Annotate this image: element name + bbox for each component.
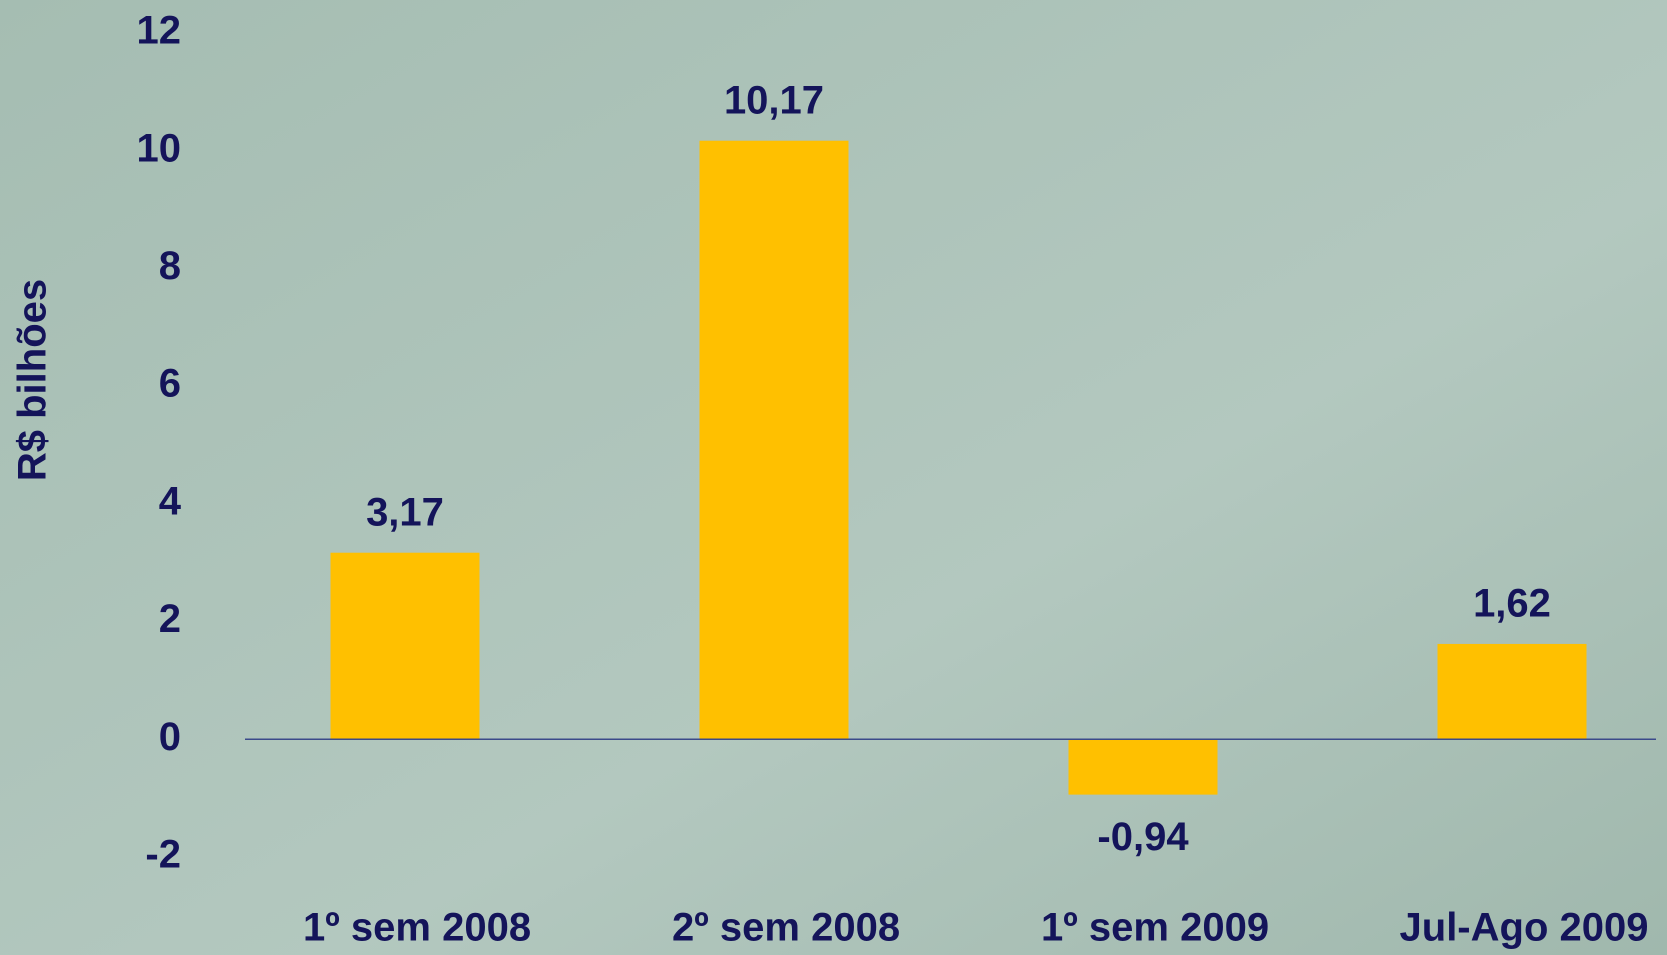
- value-label: 3,17: [366, 490, 444, 534]
- y-tick-label: 4: [159, 479, 182, 523]
- value-label: 1,62: [1473, 581, 1551, 625]
- y-axis-label: R$ bilhões: [11, 279, 55, 481]
- bar: [1069, 739, 1218, 794]
- y-tick-label: 0: [159, 715, 181, 759]
- x-tick-label: 1º sem 2008: [303, 906, 531, 950]
- bar: [1438, 644, 1587, 739]
- bar: [331, 553, 480, 740]
- y-tick-label: 8: [159, 244, 181, 288]
- x-tick-label: Jul-Ago 2009: [1400, 906, 1649, 950]
- y-tick-label: -2: [145, 833, 181, 877]
- value-label: -0,94: [1097, 815, 1189, 859]
- bar: [700, 141, 849, 740]
- x-tick-label: 1º sem 2009: [1041, 906, 1269, 950]
- y-tick-label: 2: [159, 597, 181, 641]
- y-tick-label: 10: [137, 126, 182, 170]
- y-tick-label: 6: [159, 362, 181, 406]
- value-label: 10,17: [724, 78, 824, 122]
- page: R$ bilhões -2 0 2 4 6 8 10 12 1º sem 2008 3,17 2º …: [0, 0, 1667, 955]
- y-tick-label: 12: [137, 9, 182, 53]
- x-tick-label: 2º sem 2008: [672, 906, 900, 950]
- chart: R$ bilhões -2 0 2 4 6 8 10 12 1º sem 2008 3,17 2º …: [0, 0, 1667, 955]
